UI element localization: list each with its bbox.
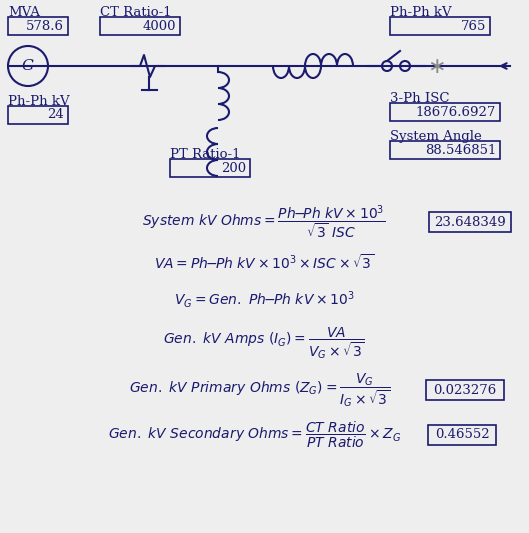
Text: MVA: MVA [8,6,40,19]
Text: 578.6: 578.6 [26,20,64,33]
Text: 0.46552: 0.46552 [435,429,489,441]
Text: System Angle: System Angle [390,130,482,143]
Text: PT Ratio-1: PT Ratio-1 [170,148,241,161]
Text: ∗: ∗ [427,57,445,77]
Text: G: G [22,59,34,73]
Text: CT Ratio-1: CT Ratio-1 [100,6,171,19]
Text: 3-Ph ISC: 3-Ph ISC [390,92,450,105]
Text: 4000: 4000 [142,20,176,33]
Text: 23.648349: 23.648349 [434,215,506,229]
Text: $\mathit{Gen.\ kV\ Secondary\ Ohms} = \dfrac{\mathit{CT\ Ratio}}{\mathit{PT\ Rat: $\mathit{Gen.\ kV\ Secondary\ Ohms} = \d… [108,420,402,450]
Text: $\mathit{Gen.\ kV\ Primary\ Ohms\ (Z_G)} = \dfrac{\mathit{V_G}}{\mathit{I_G} \ti: $\mathit{Gen.\ kV\ Primary\ Ohms\ (Z_G)}… [129,371,391,409]
Text: $\mathit{V_G = Gen.\ Ph\!\!-\!\!Ph\ kV} \times 10^{3}$: $\mathit{V_G = Gen.\ Ph\!\!-\!\!Ph\ kV} … [174,289,354,311]
Text: 200: 200 [221,161,246,174]
Text: 24: 24 [47,109,64,122]
Text: $\mathit{VA = Ph\!\!-\!\!Ph\ kV} \times 10^{3} \times \mathit{ISC} \times \sqrt{: $\mathit{VA = Ph\!\!-\!\!Ph\ kV} \times … [154,254,375,272]
Text: Ph-Ph kV: Ph-Ph kV [8,95,70,108]
Text: 88.546851: 88.546851 [425,143,496,157]
Text: 18676.6927: 18676.6927 [416,106,496,118]
Text: Ph-Ph kV: Ph-Ph kV [390,6,452,19]
Text: 765: 765 [461,20,486,33]
Text: $\mathit{System\ kV\ Ohms} = \dfrac{\mathit{Ph\!\!-\!\!Ph\ kV} \times 10^{3}}{\s: $\mathit{System\ kV\ Ohms} = \dfrac{\mat… [142,203,386,241]
Text: 0.023276: 0.023276 [433,384,497,397]
Text: $\mathit{Gen.\ kV\ Amps\ (I_G)} = \dfrac{\mathit{VA}}{\mathit{V_G} \times \sqrt{: $\mathit{Gen.\ kV\ Amps\ (I_G)} = \dfrac… [163,325,365,361]
